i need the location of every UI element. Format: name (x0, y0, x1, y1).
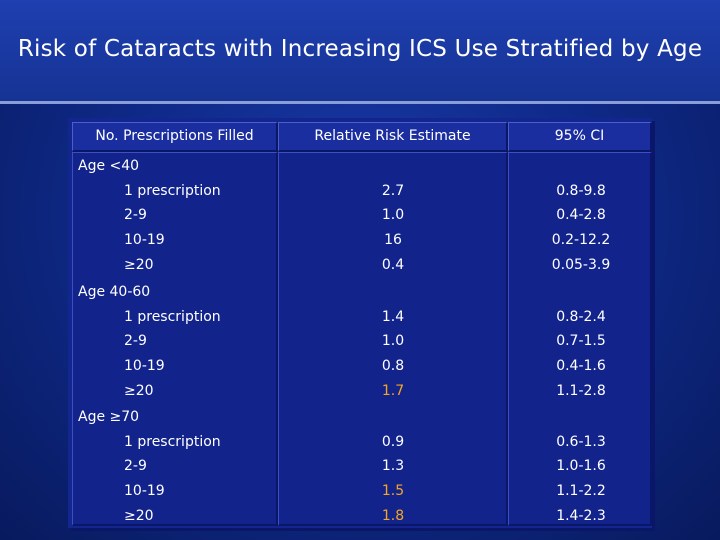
ci-cell: 0.6-1.3 (556, 433, 606, 450)
relative-risk-cell: 1.3 (381, 458, 405, 475)
ci-cell: 0.7-1.5 (556, 333, 606, 350)
prescriptions-cell: 2-9 (124, 458, 147, 475)
header-ci: 95% CI (508, 122, 652, 152)
relative-risk-cell: 16 (384, 232, 402, 249)
prescriptions-cell: 1 prescription (124, 182, 221, 199)
relative-risk-cell: 1.7 (381, 382, 405, 399)
ci-cell: 1.1-2.2 (556, 483, 606, 500)
age-group-label: Age 40-60 (78, 284, 151, 300)
ci-cell: 1.0-1.6 (556, 458, 606, 475)
prescriptions-column (72, 152, 278, 526)
relative-risk-column (278, 152, 508, 526)
relative-risk-cell: 1.5 (381, 483, 405, 500)
ci-cell: 0.05-3.9 (551, 256, 611, 273)
relative-risk-cell: 1.0 (381, 207, 405, 224)
relative-risk-cell: 1.0 (381, 333, 405, 350)
prescriptions-cell: 1 prescription (124, 308, 221, 325)
header-prescriptions: No. Prescriptions Filled (72, 122, 278, 152)
prescriptions-cell: 10-19 (124, 358, 165, 375)
ci-cell: 1.1-2.8 (556, 382, 606, 399)
prescriptions-cell: ≥20 (124, 382, 154, 399)
relative-risk-cell: 0.4 (381, 256, 405, 273)
prescriptions-cell: ≥20 (124, 507, 154, 524)
prescriptions-cell: ≥20 (124, 256, 154, 273)
relative-risk-cell: 0.9 (381, 433, 405, 450)
relative-risk-cell: 1.8 (381, 507, 405, 524)
ci-cell: 0.2-12.2 (551, 232, 611, 249)
ci-cell: 0.4-1.6 (556, 358, 606, 375)
header-relative-risk: Relative Risk Estimate (278, 122, 508, 152)
ci-column (508, 152, 652, 526)
prescriptions-cell: 10-19 (124, 232, 165, 249)
title-bar: Risk of Cataracts with Increasing ICS Us… (0, 0, 720, 104)
prescriptions-cell: 10-19 (124, 483, 165, 500)
prescriptions-cell: 2-9 (124, 207, 147, 224)
ci-cell: 0.4-2.8 (556, 207, 606, 224)
age-group-label: Age ≥70 (78, 409, 140, 425)
relative-risk-cell: 0.8 (381, 358, 405, 375)
ci-cell: 0.8-9.8 (556, 182, 606, 199)
relative-risk-cell: 1.4 (381, 308, 405, 325)
prescriptions-cell: 2-9 (124, 333, 147, 350)
ci-cell: 1.4-2.3 (556, 507, 606, 524)
relative-risk-cell: 2.7 (381, 182, 405, 199)
ci-cell: 0.8-2.4 (556, 308, 606, 325)
age-group-label: Age <40 (78, 158, 140, 174)
slide-title: Risk of Cataracts with Increasing ICS Us… (17, 36, 703, 62)
prescriptions-cell: 1 prescription (124, 433, 221, 450)
